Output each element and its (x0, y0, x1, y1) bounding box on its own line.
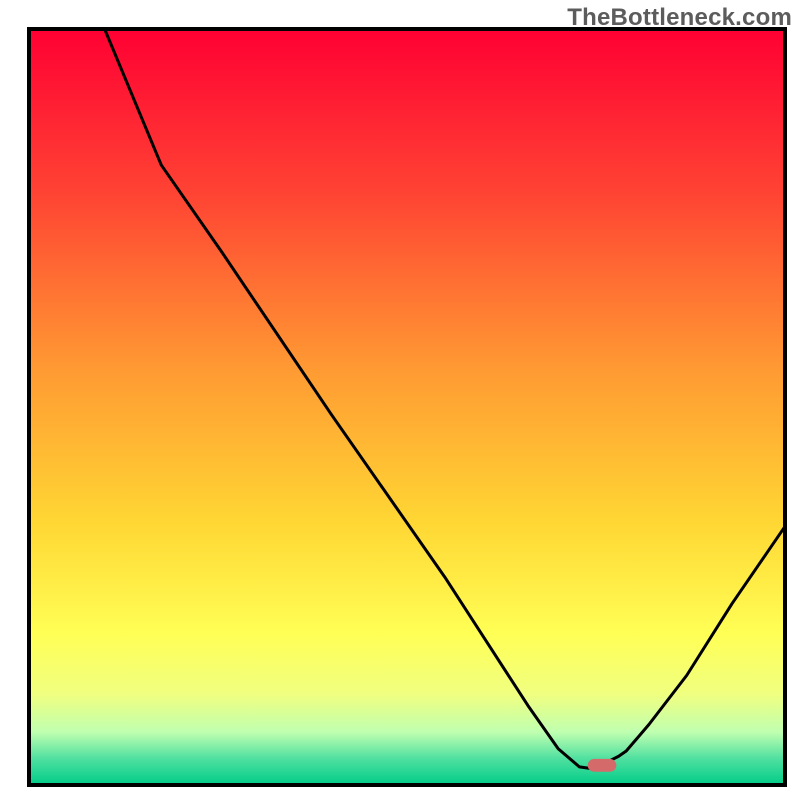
bottleneck-chart (0, 0, 800, 800)
optimal-marker (588, 759, 617, 772)
watermark-text: TheBottleneck.com (567, 4, 792, 32)
chart-background (29, 29, 785, 785)
chart-container: TheBottleneck.com (0, 0, 800, 800)
